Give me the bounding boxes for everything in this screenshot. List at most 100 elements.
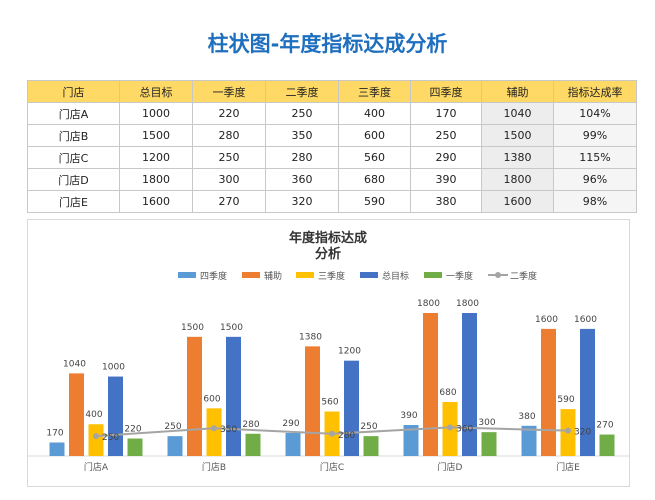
table-cell: 门店A (27, 102, 120, 125)
x-tick-label: 门店B (202, 461, 226, 473)
legend-swatch (296, 272, 314, 278)
column-header: 四季度 (410, 80, 482, 103)
bar (521, 425, 537, 456)
table-row: 门店A 1000 220 250 400 170 1040 104% (27, 102, 637, 125)
x-tick-label: 门店E (556, 461, 580, 473)
bar (88, 424, 104, 456)
bar (481, 432, 497, 456)
table-row: 门店C 1200 250 280 560 290 1380 115% (27, 146, 637, 169)
data-label: 360 (456, 424, 473, 434)
table-cell: 600 (338, 124, 411, 147)
bar (541, 328, 556, 456)
table-row: 门店B 1500 280 350 600 250 1500 99% (27, 124, 637, 147)
bar (206, 408, 222, 456)
data-label: 290 (282, 419, 299, 429)
table-cell: 560 (338, 146, 411, 169)
data-label: 250 (360, 422, 377, 432)
table-body: 门店A 1000 220 250 400 170 1040 104% 门店B 1500 280 350… (27, 102, 637, 213)
legend-swatch (242, 272, 260, 278)
table-cell: 99% (553, 124, 637, 147)
bar (305, 346, 320, 456)
data-label: 390 (400, 411, 417, 421)
table-cell: 1500 (481, 124, 554, 147)
bar (108, 376, 123, 456)
line-point (447, 424, 453, 431)
page-title: 柱状图-年度指标达成分析 (207, 32, 448, 56)
table-cell: 380 (410, 190, 482, 213)
legend-swatch (360, 272, 378, 278)
line-point (211, 425, 217, 432)
legend-label: 辅助 (264, 270, 282, 282)
table-cell: 300 (192, 168, 266, 191)
table-cell: 门店E (27, 190, 120, 213)
table-cell: 门店B (27, 124, 120, 147)
bar (127, 438, 143, 456)
table-cell: 280 (192, 124, 266, 147)
table-cell: 250 (192, 146, 266, 169)
data-label: 1500 (181, 323, 204, 333)
table-cell: 680 (338, 168, 411, 191)
table-cell: 350 (265, 124, 339, 147)
table-cell: 1040 (481, 102, 554, 125)
table-cell: 1800 (119, 168, 193, 191)
bar (403, 425, 419, 456)
line-point (93, 433, 99, 440)
column-header: 门店 (27, 80, 120, 103)
bar (69, 373, 84, 456)
bar (580, 328, 595, 456)
table-cell: 390 (410, 168, 482, 191)
data-label: 590 (557, 395, 574, 405)
table-cell: 门店C (27, 146, 120, 169)
table-cell: 1600 (481, 190, 554, 213)
bar (49, 442, 65, 456)
data-label: 1600 (574, 315, 597, 325)
legend-label: 二季度 (510, 270, 537, 282)
table-cell: 1000 (119, 102, 193, 125)
chart-title: 年度指标达成 (289, 230, 367, 246)
table-cell: 400 (338, 102, 411, 125)
chart: 年度指标达成 分析 四季度 辅助 三季度 总目标 一季度 二季度 170 1040 400 1000 2… (27, 219, 630, 487)
data-label: 1000 (102, 363, 125, 373)
bar (344, 360, 359, 456)
table-cell: 104% (553, 102, 637, 125)
table-cell: 170 (410, 102, 482, 125)
table-cell: 250 (410, 124, 482, 147)
table-cell: 280 (265, 146, 339, 169)
data-label: 250 (164, 422, 181, 432)
table-row: 门店D 1800 300 360 680 390 1800 96% (27, 168, 637, 191)
table-cell: 1380 (481, 146, 554, 169)
bar (167, 436, 183, 456)
table-cell: 320 (265, 190, 339, 213)
data-label: 280 (242, 420, 259, 430)
table-cell: 98% (553, 190, 637, 213)
legend-label: 总目标 (382, 270, 409, 282)
header-row: 门店 总目标 一季度 二季度 三季度 四季度 辅助 指标达成率 (27, 80, 637, 103)
legend-label: 三季度 (318, 270, 345, 282)
data-label: 170 (46, 428, 63, 438)
table-cell: 220 (192, 102, 266, 125)
table-cell: 290 (410, 146, 482, 169)
column-header: 指标达成率 (553, 80, 637, 103)
data-label: 1500 (220, 323, 243, 333)
legend-label: 四季度 (200, 270, 227, 282)
table-cell: 590 (338, 190, 411, 213)
data-label: 1200 (338, 347, 361, 357)
bar (245, 433, 261, 456)
line-point (565, 427, 571, 434)
table-cell: 1200 (119, 146, 193, 169)
data-label: 1800 (456, 299, 479, 309)
table-cell: 270 (192, 190, 266, 213)
bar (363, 436, 379, 456)
table-cell: 115% (553, 146, 637, 169)
data-table: 门店 总目标 一季度 二季度 三季度 四季度 辅助 指标达成率 门店A 1000 220 250 40… (27, 80, 637, 213)
bar (226, 336, 241, 456)
legend-label: 一季度 (446, 270, 473, 282)
data-label: 380 (518, 412, 535, 422)
bar (599, 434, 615, 456)
data-label: 1380 (299, 332, 322, 342)
table-row: 门店E 1600 270 320 590 380 1600 98% (27, 190, 637, 213)
table-cell: 360 (265, 168, 339, 191)
data-label: 300 (478, 418, 495, 428)
x-tick-label: 门店D (438, 461, 463, 473)
column-header: 总目标 (119, 80, 193, 103)
